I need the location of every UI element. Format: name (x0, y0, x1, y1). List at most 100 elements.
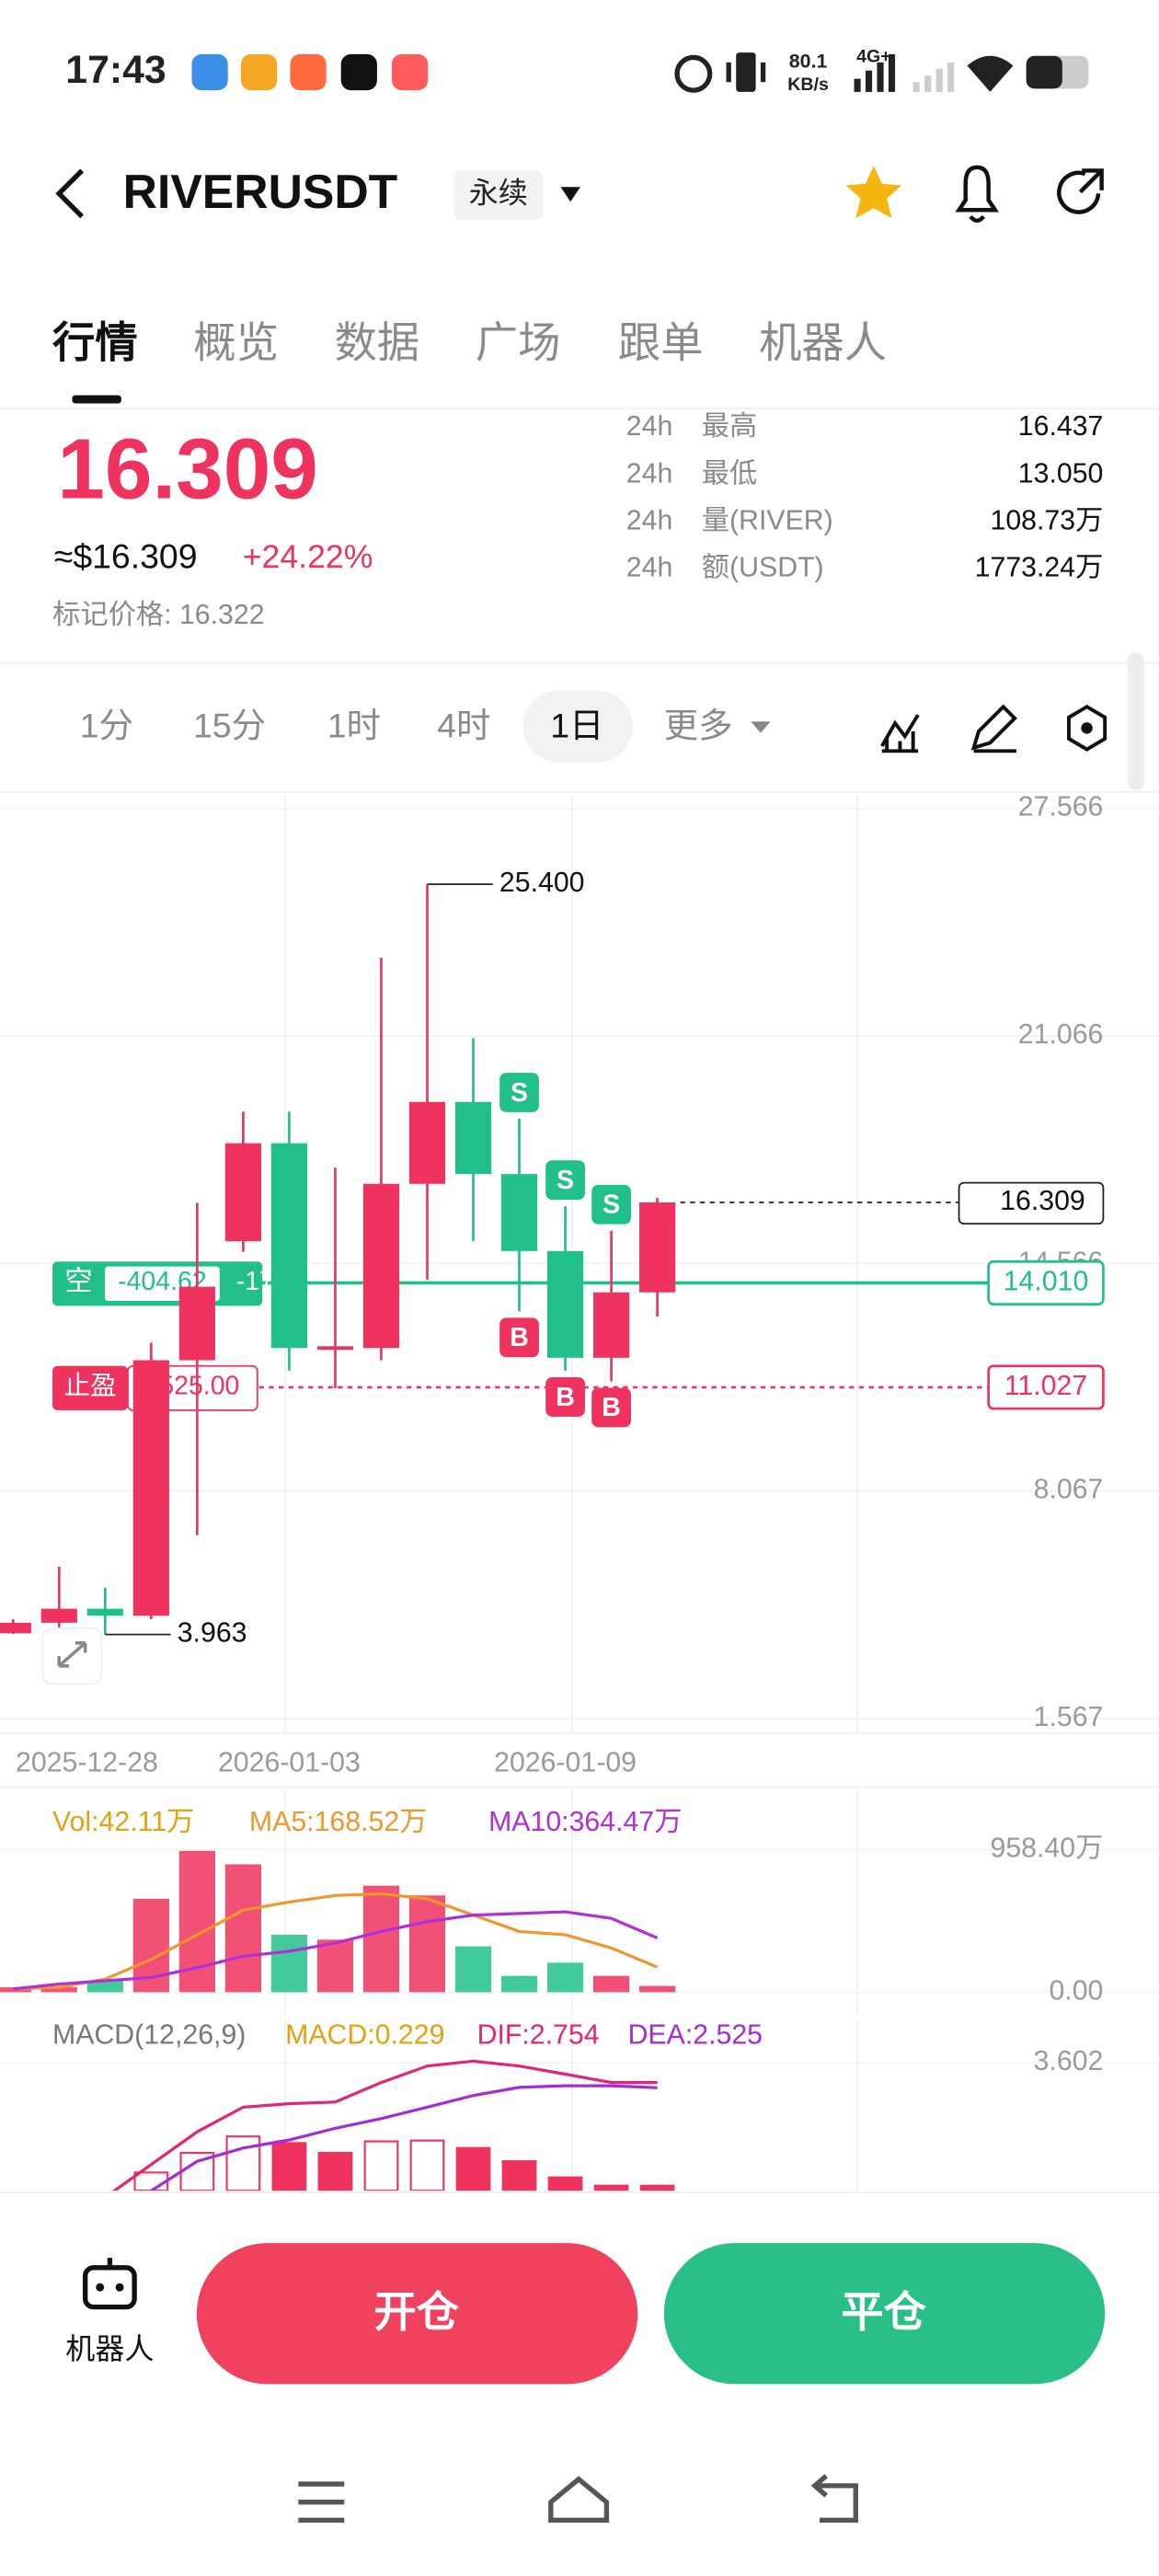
volume-bar (500, 1975, 538, 1993)
interval[interactable]: 1时 (327, 706, 381, 744)
stat-value: 108.73万 (990, 506, 1103, 536)
usd-price: ≈$16.309 (54, 537, 198, 576)
mark-price: 标记价格: 16.322 (52, 599, 265, 630)
expand-button[interactable] (41, 1627, 103, 1685)
interval[interactable]: 1日 (550, 706, 603, 744)
tab[interactable]: 行情 (52, 318, 138, 366)
macd-bar (501, 2160, 537, 2191)
settings-button[interactable] (1067, 704, 1107, 752)
back-button[interactable] (55, 168, 84, 219)
interval[interactable]: 更多 (664, 706, 733, 744)
ma-line (13, 1892, 659, 1991)
tab[interactable]: 广场 (476, 318, 561, 366)
signal-badge (591, 1387, 631, 1428)
y-tick-label: 0.00 (1049, 1975, 1103, 2006)
low-label: 3.963 (178, 1618, 247, 1649)
tabs: 行情 概览 数据 广场 跟单 机器人 (52, 318, 887, 366)
stat-period: 24h (626, 553, 673, 583)
last-price: 16.309 (57, 420, 317, 516)
price-chart: 27.56621.06614.5668.0671.5672025-12-2820… (0, 792, 1159, 1778)
signal-badge (499, 1073, 539, 1112)
candle-body (178, 1286, 215, 1361)
close-button[interactable] (663, 2243, 1106, 2385)
scrollbar (1128, 652, 1144, 791)
draw-button[interactable] (970, 704, 1017, 753)
candle-body (316, 1346, 354, 1351)
x-tick-label: 2025-12-28 (16, 1748, 158, 1778)
candle-body (639, 1202, 676, 1293)
candle-body (132, 1360, 169, 1616)
signal-badge (499, 1317, 539, 1358)
position-price: 14.010 (1004, 1266, 1089, 1296)
share-button[interactable] (1057, 168, 1104, 214)
y-tick-label: 3.602 (1034, 2046, 1104, 2076)
last-price-label: 16.309 (1000, 1186, 1085, 1216)
macd-title: MACD(12,26,9) (52, 2020, 246, 2051)
position-side: 空 (64, 1265, 92, 1296)
macd-line (111, 2059, 658, 2191)
macd-bar (455, 2146, 491, 2191)
candle-body (224, 1143, 261, 1242)
indicator-button[interactable] (880, 714, 920, 753)
take-profit-price-box (987, 1364, 1105, 1410)
candle-body (592, 1292, 630, 1358)
contract-dropdown[interactable] (560, 187, 580, 202)
candle-body (0, 1622, 31, 1634)
nav-home[interactable] (548, 2476, 610, 2523)
macd-bar (317, 2152, 353, 2191)
volume-bar (546, 1962, 584, 1993)
settings-dot (1081, 722, 1093, 734)
net-unit: KB/s (787, 75, 829, 95)
macd-chart (0, 2019, 1159, 2191)
signal-label: B (602, 1393, 621, 1422)
network-type: 4G+ (856, 47, 891, 67)
candle-body (546, 1250, 584, 1358)
more-dropdown[interactable] (751, 721, 771, 733)
y-tick-label: 958.40万 (990, 1833, 1103, 1863)
stat-value: 13.050 (1018, 458, 1104, 489)
candle-body (454, 1101, 492, 1175)
legend-entry: DIF:2.754 (477, 2020, 600, 2051)
stat-label: 最高 (702, 410, 758, 442)
candle-body (270, 1143, 308, 1349)
volume-bar (86, 1980, 123, 1993)
signal-badge (591, 1184, 631, 1225)
candle-body (86, 1608, 123, 1616)
stat-value: 16.437 (1018, 411, 1104, 442)
volume-bar (40, 1987, 77, 1993)
take-profit-price: 11.027 (1004, 1371, 1087, 1401)
y-tick-label: 1.567 (1034, 1702, 1104, 1732)
macd-bar (133, 2171, 169, 2191)
clock: 17:43 (65, 48, 166, 92)
tab[interactable]: 跟单 (618, 318, 704, 366)
legend-entry: MA5:168.52万 (249, 1807, 428, 1837)
open-label: 开仓 (373, 2288, 459, 2336)
signal-label: S (511, 1078, 528, 1108)
stat-label: 量(RIVER) (702, 506, 833, 536)
stat-label: 额(USDT) (702, 552, 824, 583)
signal-badge (545, 1377, 585, 1417)
stat-period: 24h (626, 506, 673, 536)
interval[interactable]: 1分 (80, 706, 133, 744)
high-label: 25.400 (499, 868, 585, 898)
y-tick-label: 21.066 (1018, 1019, 1104, 1050)
intervals: 1分 15分 1时 4时 1日 更多 (80, 706, 733, 744)
candle-body (500, 1174, 538, 1251)
interval[interactable]: 15分 (193, 706, 266, 744)
last-price-box (958, 1181, 1105, 1225)
alert-bell[interactable] (955, 165, 999, 224)
tab[interactable]: 机器人 (759, 318, 887, 366)
nav-back[interactable] (810, 2474, 858, 2523)
app-icons (191, 53, 429, 91)
interval[interactable]: 4时 (437, 706, 490, 744)
nav-menu[interactable] (298, 2481, 345, 2523)
robot-icon[interactable] (83, 2258, 137, 2310)
open-button[interactable] (196, 2243, 638, 2385)
stat-value: 1773.24万 (975, 553, 1104, 583)
tab[interactable]: 数据 (335, 318, 420, 366)
y-tick-label: 27.566 (1018, 792, 1104, 822)
favorite-star[interactable] (845, 166, 902, 219)
volume-bar (454, 1946, 492, 1993)
tab[interactable]: 概览 (193, 318, 279, 366)
contract-badge[interactable] (453, 170, 543, 220)
